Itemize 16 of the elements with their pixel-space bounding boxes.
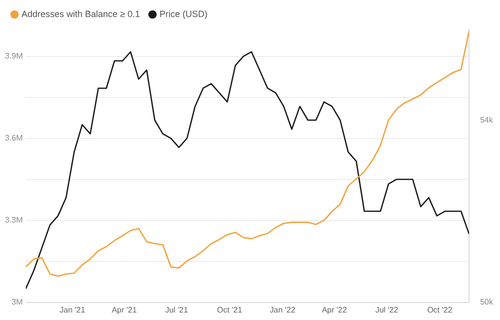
legend-label: Addresses with Balance ≥ 0.1 [22, 8, 140, 19]
x-tick-label: Jan '22 [270, 305, 296, 314]
x-tick-label: Jan '21 [60, 305, 86, 314]
x-tick-label: Apr '22 [322, 305, 348, 314]
x-tick-label: Oct '22 [427, 305, 453, 314]
y2-tick-label: 50k [480, 298, 494, 307]
x-tick-label: Jul '21 [165, 305, 189, 314]
y-tick-label: 3M [12, 298, 24, 307]
x-tick-label: Apr '21 [112, 305, 138, 314]
x-tick-label: Oct '21 [217, 305, 243, 314]
y2-tick-label: 54k [480, 115, 494, 124]
y-tick-label: 3.3M [4, 216, 24, 225]
y-tick-label: 3.9M [4, 52, 24, 61]
legend-label: Price (USD) [160, 8, 208, 19]
y-tick-label: 3.6M [4, 134, 24, 143]
x-tick-label: Jul '22 [375, 305, 399, 314]
